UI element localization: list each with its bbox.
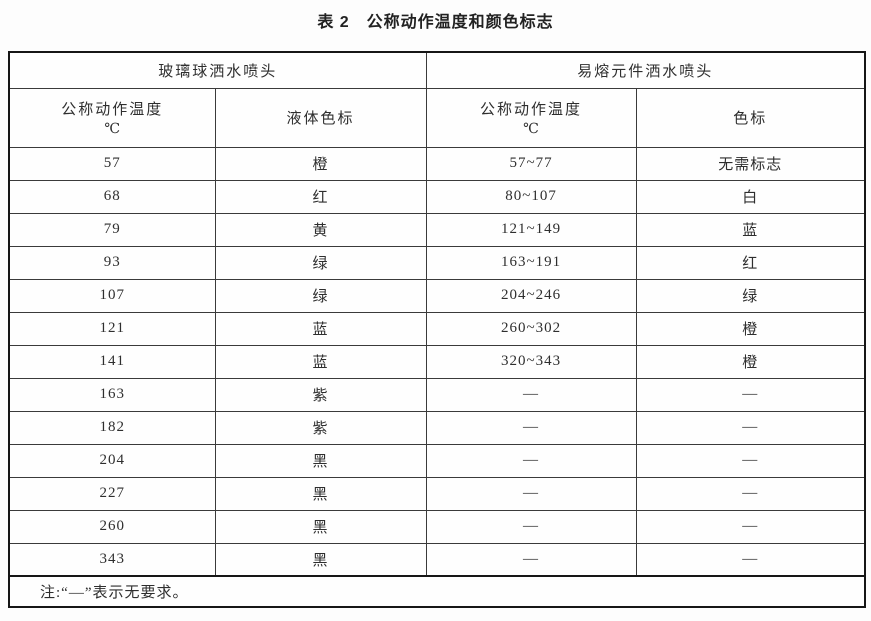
note-row: 注:“—”表示无要求。	[8, 575, 866, 608]
table-cell: 163~191	[425, 245, 637, 280]
temperature-color-table: 玻璃球洒水喷头 易熔元件洒水喷头 公称动作温度 ℃ 液体色标 公称动作温度 ℃ …	[8, 51, 867, 608]
table-row: 141 蓝 320~343 橙	[8, 344, 866, 379]
sub-header-label: 公称动作温度	[61, 101, 164, 118]
sub-header-label: 公称动作温度	[480, 101, 583, 118]
sub-header-glass-temperature: 公称动作温度 ℃	[8, 87, 216, 148]
table-cell: 紫	[214, 377, 427, 412]
table-cell: 204	[8, 443, 216, 478]
table-footer: 注:“—”表示无要求。	[8, 575, 866, 608]
table-cell: 黑	[214, 443, 427, 478]
table-row: 93 绿 163~191 红	[8, 245, 866, 280]
table-cell: 黄	[214, 212, 427, 247]
unit-celsius: ℃	[523, 121, 539, 137]
table-cell: 黑	[214, 476, 427, 511]
table-cell: 182	[8, 410, 216, 445]
sub-header-row: 公称动作温度 ℃ 液体色标 公称动作温度 ℃ 色标	[8, 87, 866, 148]
table-cell: —	[635, 542, 866, 577]
table-cell: 绿	[214, 245, 427, 280]
table-cell: 260~302	[425, 311, 637, 346]
group-header-fusible-element: 易熔元件洒水喷头	[425, 51, 866, 89]
table-row: 343 黑 — —	[8, 542, 866, 577]
table-cell: 蓝	[214, 311, 427, 346]
table-cell: 绿	[635, 278, 866, 313]
table-cell: —	[425, 542, 637, 577]
table-cell: 蓝	[214, 344, 427, 379]
table-row: 227 黑 — —	[8, 476, 866, 511]
table-cell: 红	[214, 179, 427, 214]
table-cell: —	[635, 410, 866, 445]
table-row: 182 紫 — —	[8, 410, 866, 445]
table-cell: 黑	[214, 509, 427, 544]
table-header: 玻璃球洒水喷头 易熔元件洒水喷头 公称动作温度 ℃ 液体色标 公称动作温度 ℃ …	[8, 51, 866, 148]
table-row: 121 蓝 260~302 橙	[8, 311, 866, 346]
table-cell: 121	[8, 311, 216, 346]
table-cell: —	[425, 443, 637, 478]
sub-header-color-code: 色标	[635, 87, 866, 148]
table-cell: 107	[8, 278, 216, 313]
table-title: 表 2 公称动作温度和颜色标志	[317, 14, 554, 31]
table-row: 68 红 80~107 白	[8, 179, 866, 214]
sub-header-fusible-temperature: 公称动作温度 ℃	[425, 87, 637, 148]
sub-header-label: 液体色标	[286, 111, 355, 127]
table-cell: 红	[635, 245, 866, 280]
table-row: 107 绿 204~246 绿	[8, 278, 866, 313]
table-cell: 163	[8, 377, 216, 412]
table-cell: 320~343	[425, 344, 637, 379]
table-row: 204 黑 — —	[8, 443, 866, 478]
unit-celsius: ℃	[104, 121, 121, 137]
table-cell: 无需标志	[635, 146, 866, 181]
table-cell: 80~107	[425, 179, 637, 214]
table-row: 79 黄 121~149 蓝	[8, 212, 866, 247]
table-cell: 204~246	[425, 278, 637, 313]
table-cell: 橙	[635, 344, 866, 379]
table-cell: 343	[8, 542, 216, 577]
table-cell: 57	[8, 146, 216, 181]
table-cell: —	[425, 509, 637, 544]
table-cell: 93	[8, 245, 216, 280]
table-cell: 141	[8, 344, 216, 379]
table-cell: 白	[635, 179, 866, 214]
table-cell: —	[635, 509, 866, 544]
table-cell: 57~77	[425, 146, 637, 181]
table-cell: —	[425, 476, 637, 511]
table-cell: 68	[8, 179, 216, 214]
table-cell: 121~149	[425, 212, 637, 247]
table-cell: —	[425, 410, 637, 445]
table-cell: 260	[8, 509, 216, 544]
table-row: 57 橙 57~77 无需标志	[8, 146, 866, 181]
table-cell: 79	[8, 212, 216, 247]
table-cell: 橙	[635, 311, 866, 346]
group-header-glass-bulb: 玻璃球洒水喷头	[8, 51, 427, 89]
group-header-row: 玻璃球洒水喷头 易熔元件洒水喷头	[8, 51, 866, 89]
table-cell: 橙	[214, 146, 427, 181]
table-row: 260 黑 — —	[8, 509, 866, 544]
table-note: 注:“—”表示无要求。	[8, 575, 866, 608]
table-cell: 黑	[214, 542, 427, 577]
sub-header-label: 色标	[733, 111, 768, 127]
table-body: 57 橙 57~77 无需标志 68 红 80~107 白 79 黄 121~149 蓝 93 绿 163~…	[8, 146, 866, 577]
sub-header-liquid-color: 液体色标	[214, 87, 427, 148]
table-cell: —	[635, 443, 866, 478]
table-cell: 紫	[214, 410, 427, 445]
table-cell: —	[425, 377, 637, 412]
table-cell: 227	[8, 476, 216, 511]
table-cell: 绿	[214, 278, 427, 313]
table-cell: —	[635, 476, 866, 511]
table-row: 163 紫 — —	[8, 377, 866, 412]
table-cell: 蓝	[635, 212, 866, 247]
table-cell: —	[635, 377, 866, 412]
